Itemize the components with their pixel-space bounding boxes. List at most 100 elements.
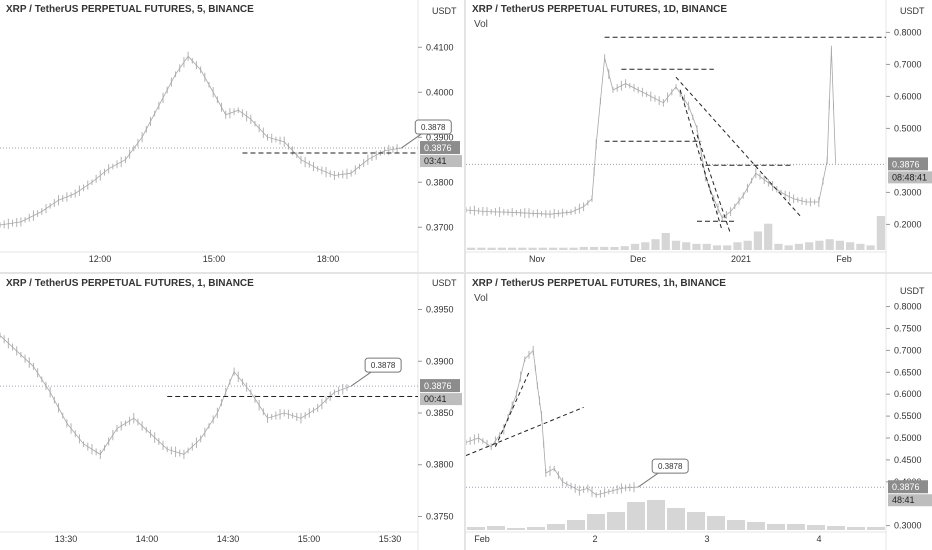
volume-bar xyxy=(876,216,885,250)
volume-bar xyxy=(467,527,485,530)
volume-bar xyxy=(847,527,865,530)
y-tick-label: 0.3900 xyxy=(426,132,454,142)
volume-bar xyxy=(627,502,645,530)
last-price-label: 0.3876 xyxy=(424,381,452,391)
callout-pointer xyxy=(400,133,422,149)
chart-title: XRP / TetherUS PERPETUAL FUTURES, 1h, BI… xyxy=(472,278,726,289)
chart-panel-1m[interactable]: XRP / TetherUS PERPETUAL FUTURES, 1, BIN… xyxy=(0,274,464,550)
volume-bar xyxy=(835,240,845,250)
y-tick-label: 0.4100 xyxy=(426,42,454,52)
price-axis-unit: USDT xyxy=(900,6,925,16)
volume-bar xyxy=(528,247,537,250)
callout-pointer xyxy=(637,472,659,488)
y-tick-label: 0.3700 xyxy=(426,222,454,232)
chart-panel-5m[interactable]: XRP / TetherUS PERPETUAL FUTURES, 5, BIN… xyxy=(0,0,464,272)
price-callout-box xyxy=(364,357,402,373)
price-series-line xyxy=(0,55,402,226)
volume-bar xyxy=(856,243,865,250)
y-tick-label: 0.6000 xyxy=(894,91,922,101)
volume-label: Vol xyxy=(474,19,488,30)
last-price-badge xyxy=(420,141,460,155)
countdown-badge xyxy=(888,171,932,184)
chart-panel-1d[interactable]: XRP / TetherUS PERPETUAL FUTURES, 1D, BI… xyxy=(466,0,932,272)
volume-bar xyxy=(747,522,765,530)
volume-bar xyxy=(867,527,885,530)
countdown-label: 00:41 xyxy=(424,394,447,404)
y-tick-label: 0.5500 xyxy=(894,411,922,421)
volume-bar xyxy=(846,242,855,250)
y-tick-label: 0.3900 xyxy=(426,356,454,366)
y-tick-label: 0.3950 xyxy=(426,305,454,315)
callout-pointer xyxy=(350,371,372,387)
y-tick-label: 0.3000 xyxy=(894,521,922,531)
volume-bar xyxy=(743,240,752,250)
last-price-badge xyxy=(888,157,928,171)
volume-label: Vol xyxy=(474,293,488,304)
x-tick-label: 12:00 xyxy=(89,254,112,264)
y-tick-label: 0.8000 xyxy=(894,27,922,37)
chart-svg[interactable]: USDT 0.4100 0.4000 0.3900 0.3800 0.3700 12:00 1… xyxy=(0,0,464,272)
price-axis-unit: USDT xyxy=(432,6,457,16)
volume-bar xyxy=(667,508,685,530)
price-callout-label: 0.3878 xyxy=(421,123,446,132)
chart-title: XRP / TetherUS PERPETUAL FUTURES, 5, BIN… xyxy=(6,4,254,15)
volume-bar xyxy=(784,245,793,250)
trendline xyxy=(466,406,584,456)
volume-bar xyxy=(589,246,599,250)
volume-bar xyxy=(600,246,609,250)
price-callout-box xyxy=(651,458,689,474)
y-tick-label: 0.3750 xyxy=(426,511,454,521)
y-tick-label: 0.7000 xyxy=(894,59,922,69)
volume-bar xyxy=(702,243,711,250)
volume-bar xyxy=(610,246,619,250)
volume-bar xyxy=(661,233,670,250)
volume-bar xyxy=(794,243,804,250)
volume-bar xyxy=(567,520,585,530)
countdown-label: 48:41 xyxy=(892,495,915,505)
x-tick-label: Nov xyxy=(529,254,546,264)
chart-svg[interactable]: USDT 0.8000 0.7500 0.7000 0.6500 0.6000 0.5500… xyxy=(466,274,932,550)
volume-bar xyxy=(579,246,588,250)
volume-bar xyxy=(707,516,725,530)
price-axis-unit: USDT xyxy=(900,286,925,296)
trendline xyxy=(675,76,803,219)
volume-bar xyxy=(753,231,763,250)
volume-bar xyxy=(825,239,834,250)
y-tick-label: 0.4500 xyxy=(894,455,922,465)
volume-bar xyxy=(620,246,629,250)
price-series-line xyxy=(466,48,836,219)
chart-panel-1h[interactable]: XRP / TetherUS PERPETUAL FUTURES, 1h, BI… xyxy=(466,274,932,550)
price-series-line xyxy=(0,335,352,455)
volume-bar xyxy=(733,242,742,250)
volume-bar xyxy=(827,526,845,530)
x-tick-label: 3 xyxy=(704,534,709,544)
volume-bar xyxy=(651,239,660,250)
panel-divider-horizontal xyxy=(0,272,932,274)
chart-title: XRP / TetherUS PERPETUAL FUTURES, 1, BIN… xyxy=(6,278,254,289)
x-tick-label: Dec xyxy=(630,254,647,264)
x-tick-label: 2 xyxy=(592,534,597,544)
chart-svg[interactable]: USDT 0.3950 0.3900 0.3850 0.3800 0.3750 13:30 1… xyxy=(0,274,464,550)
y-tick-label: 0.7500 xyxy=(894,323,922,333)
x-tick-label: 15:00 xyxy=(298,534,321,544)
volume-bar xyxy=(507,247,517,250)
volume-bar xyxy=(723,245,732,250)
y-tick-label: 0.3000 xyxy=(894,187,922,197)
x-tick-label: 15:00 xyxy=(203,254,226,264)
volume-bar xyxy=(712,245,722,250)
volume-bar xyxy=(866,245,875,250)
y-tick-label: 0.5000 xyxy=(894,433,922,443)
last-price-label: 0.3876 xyxy=(424,143,452,153)
chart-svg[interactable]: USDT 0.8000 0.7000 0.6000 0.5000 0.3000 0.2000… xyxy=(466,0,932,272)
x-tick-label: 14:00 xyxy=(136,534,159,544)
price-callout-box xyxy=(414,119,452,135)
volume-bar xyxy=(764,223,773,250)
y-tick-label: 0.2000 xyxy=(894,219,922,229)
last-price-badge xyxy=(888,480,928,494)
volume-bar xyxy=(682,242,691,250)
x-tick-label: Feb xyxy=(836,254,852,264)
x-tick-label: 14:30 xyxy=(217,534,240,544)
y-tick-label: 0.4000 xyxy=(426,87,454,97)
volume-bar xyxy=(527,527,545,530)
countdown-label: 03:41 xyxy=(424,156,447,166)
